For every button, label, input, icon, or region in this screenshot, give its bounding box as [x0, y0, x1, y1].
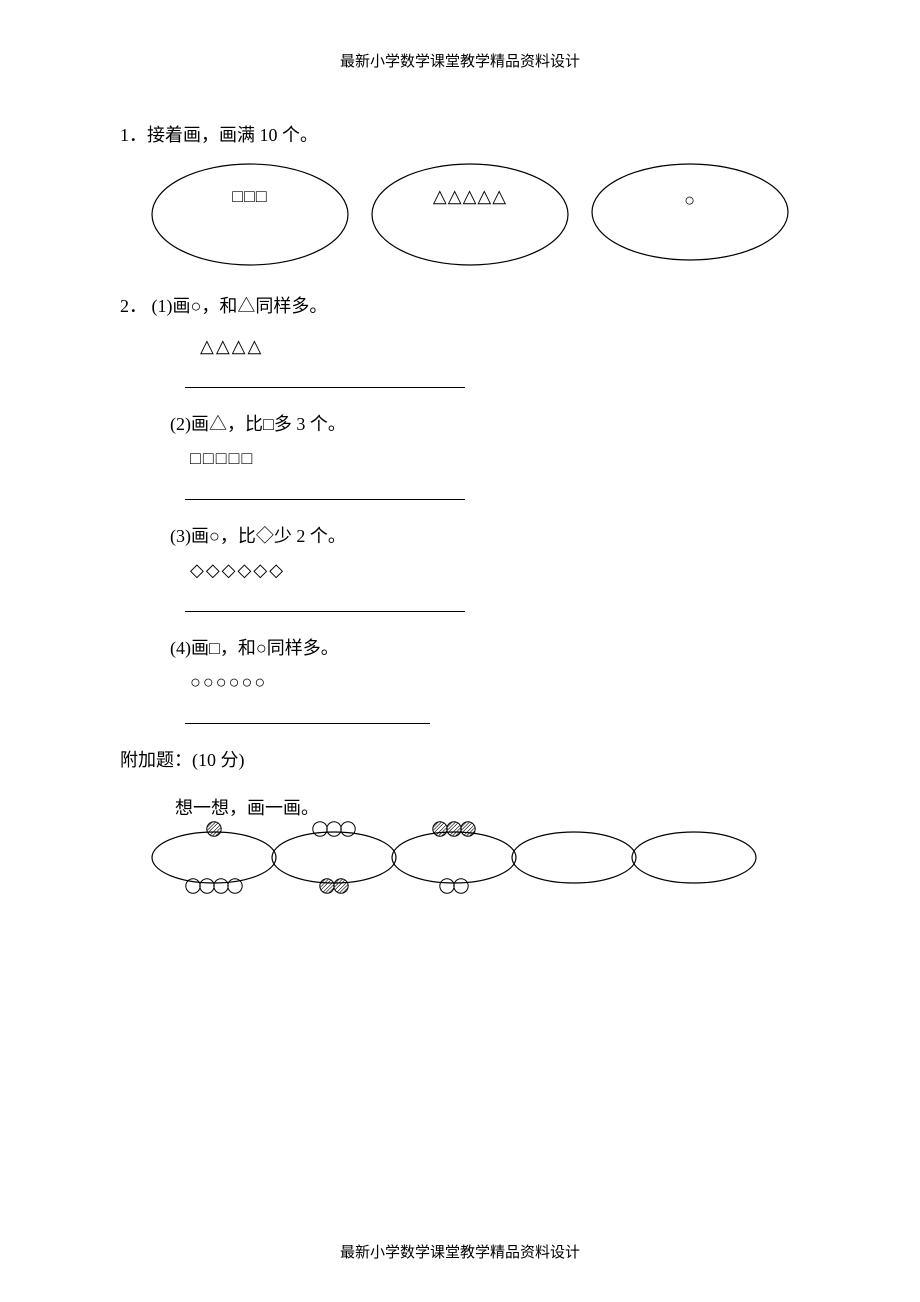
q1-title: 1．接着画，画满 10 个。: [120, 121, 800, 147]
bead-circle: [340, 821, 356, 837]
bead-circle: [453, 878, 469, 894]
page: 最新小学数学课堂教学精品资料设计 1．接着画，画满 10 个。 □□□△△△△△…: [0, 0, 920, 1302]
q1-oval-shapes: □□□: [232, 186, 268, 207]
bead-oval: [150, 830, 278, 885]
bead-circle: [333, 878, 349, 894]
bead-oval: [270, 830, 398, 885]
q1-oval-shapes: △△△△△: [433, 186, 507, 207]
answer-line: [185, 723, 430, 724]
answer-line: [185, 611, 465, 612]
q1-oval: □□□: [150, 162, 350, 267]
extra-sub: 想一想，画一画。: [175, 794, 800, 820]
answer-line: [185, 499, 465, 500]
q2-title: 2． (1)画○，和△同样多。: [120, 292, 800, 318]
page-header: 最新小学数学课堂教学精品资料设计: [120, 50, 800, 71]
page-footer: 最新小学数学课堂教学精品资料设计: [0, 1241, 920, 1262]
answer-line: [185, 387, 465, 388]
q1-oval: △△△△△: [370, 162, 570, 267]
q2-sub-label: (2)画△，比□多 3 个。: [170, 410, 800, 436]
bead-circle: [460, 821, 476, 837]
bead-ovals-row: [150, 830, 800, 885]
q2-sub-shapes: ◇◇◇◇◇◇: [190, 560, 800, 581]
bead-oval: [630, 830, 758, 885]
q1-oval-shapes: ○: [684, 190, 696, 211]
q1-oval: ○: [590, 162, 790, 262]
q1-ovals-row: □□□ △△△△△ ○: [150, 162, 800, 267]
q2-sub-shapes: △△△△: [200, 336, 800, 357]
q2-sub-shapes: ○○○○○○: [190, 672, 800, 693]
bead-circle: [206, 821, 222, 837]
q2-sub-label: (4)画□，和○同样多。: [170, 634, 800, 660]
q2-parts: △△△△ (2)画△，比□多 3 个。 □□□□□ (3)画○，比◇少 2 个。 ◇◇◇…: [120, 336, 800, 724]
bead-oval: [510, 830, 638, 885]
bead-circle: [227, 878, 243, 894]
bead-oval: [390, 830, 518, 885]
q2-sub-shapes: □□□□□: [190, 448, 800, 469]
q2-sub-label: (3)画○，比◇少 2 个。: [170, 522, 800, 548]
extra-title: 附加题：(10 分): [120, 746, 800, 772]
